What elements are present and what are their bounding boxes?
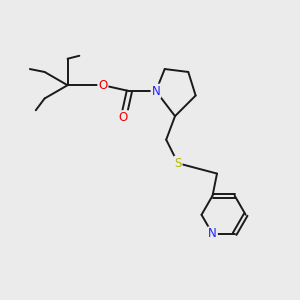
Text: O: O [119,111,128,124]
Text: O: O [98,79,107,92]
Text: N: N [208,227,217,240]
Text: N: N [152,85,160,98]
Text: S: S [174,157,182,170]
